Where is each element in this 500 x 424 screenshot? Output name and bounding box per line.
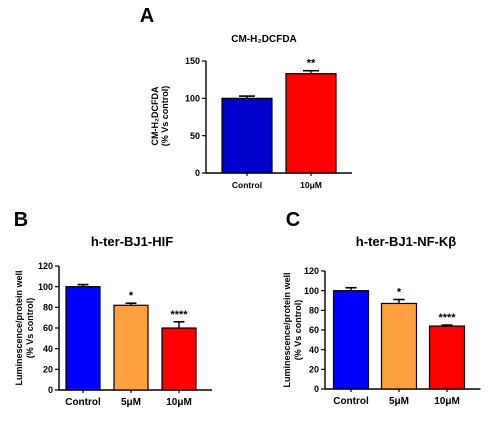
y-tick-label: 50 [190, 131, 200, 141]
y-tick-label: 0 [48, 385, 53, 395]
bar [221, 97, 273, 174]
y-tick-label: 60 [43, 323, 53, 333]
x-tick-label: Control [333, 396, 369, 407]
panel-letter: A [140, 5, 154, 27]
y-axis-label-line2: (% Vs control) [25, 298, 35, 359]
y-tick-label: 80 [309, 306, 319, 316]
y-axis-label: Luminescence/protein well (% Vs control) [14, 270, 35, 385]
panel-c: Ch-ter-BJ1-NF-Kβ Luminescence/protein wel… [282, 209, 481, 407]
y-tick-label: 60 [309, 325, 319, 335]
panel-b: Bh-ter-BJ1-HIF Luminescence/protein well(… [14, 209, 212, 408]
x-tick-label: 5μM [121, 397, 141, 408]
y-axis-label-line1: Luminescence/protein well [14, 270, 24, 385]
y-axis-label-line2: (% Vs control) [160, 86, 170, 147]
panel-letter: C [286, 209, 300, 231]
bar [65, 286, 101, 391]
y-tick-label: 0 [314, 384, 319, 394]
significance-marker: **** [438, 312, 456, 324]
x-tick-label: Control [65, 397, 101, 408]
y-axis-label-line2: (% Vs control) [293, 300, 303, 361]
y-axis-label-line1: Luminescence/protein well [282, 272, 292, 387]
bar [285, 73, 337, 174]
bar [380, 302, 418, 390]
y-tick-label: 100 [185, 94, 200, 104]
y-tick-label: 120 [304, 266, 319, 276]
y-tick-label: 20 [309, 365, 319, 375]
x-tick-label: 10μM [166, 397, 192, 408]
significance-marker: * [397, 287, 402, 299]
bar [332, 290, 370, 390]
y-tick-label: 20 [43, 365, 53, 375]
bar [428, 325, 466, 390]
panel-letter: B [14, 209, 28, 231]
y-tick-label: 40 [43, 344, 53, 354]
bar [113, 304, 149, 391]
x-tick-label: 5μM [389, 396, 409, 407]
chart-title: h-ter-BJ1-HIF [91, 234, 173, 249]
significance-marker: * [129, 290, 134, 302]
y-tick-label: 40 [309, 345, 319, 355]
y-tick-label: 150 [185, 56, 200, 66]
y-tick-label: 100 [38, 282, 53, 292]
y-tick-label: 80 [43, 303, 53, 313]
significance-marker: **** [170, 309, 188, 321]
y-axis-label: Luminescence/protein well (% Vs control) [282, 272, 303, 387]
y-tick-label: 120 [38, 261, 53, 271]
x-tick-label: Control [232, 180, 262, 190]
y-axis-label: CM-H₂DCFDA (% Vs control) [150, 86, 170, 147]
y-tick-label: 0 [195, 168, 200, 178]
x-tick-label: 10μM [300, 180, 322, 190]
chart-title: h-ter-BJ1-NF-Kβ [356, 234, 456, 249]
y-tick-label: 100 [304, 286, 319, 296]
y-axis-label-line1: CM-H₂DCFDA [150, 86, 160, 145]
bar [161, 327, 197, 391]
x-tick-label: 10μM [434, 396, 460, 407]
chart-title: CM-H₂DCFDA [231, 34, 297, 45]
significance-marker: ** [307, 58, 316, 70]
